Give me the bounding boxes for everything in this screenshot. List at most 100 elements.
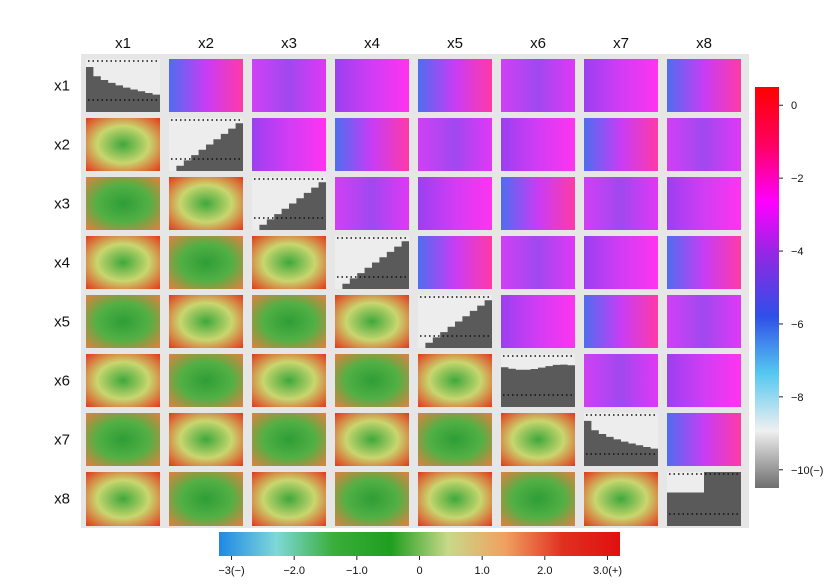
lower-panel-x5-x4 — [335, 295, 409, 348]
bottom-colorbar: −3(−) −2.0 −1.0 0 1.0 2.0 3.0(+) — [218, 532, 622, 577]
lower-panel-x3-x2 — [169, 177, 243, 230]
lower-panel-x7-x6 — [501, 413, 575, 466]
upper-panel-x3-x7 — [584, 177, 658, 230]
row-label-x1: x1 — [54, 78, 70, 95]
upper-panel-x1-x8 — [667, 59, 741, 112]
bottom-colorbar-tick-label: −3(−) — [218, 565, 244, 577]
lower-panel-x8-x3 — [252, 472, 326, 526]
diagonal-steps-x6 — [501, 364, 575, 407]
right-colorbar-tick-label: −4 — [791, 246, 804, 258]
bottom-colorbar-tick-label: −1.0 — [346, 565, 368, 577]
column-label-x2: x2 — [198, 35, 214, 52]
lower-panel-x8-x2 — [169, 472, 243, 526]
upper-panel-x1-x4 — [335, 59, 409, 112]
lower-panel-x7-x5 — [418, 413, 492, 466]
row-label-x5: x5 — [54, 314, 70, 331]
diagonal-steps-x4 — [335, 236, 409, 289]
diagonal-steps-x8 — [667, 472, 741, 526]
upper-panel-x2-x4 — [335, 118, 409, 171]
upper-panel-x2-x7 — [584, 118, 658, 171]
upper-panel-x5-x8 — [667, 295, 741, 348]
upper-panel-x1-x7 — [584, 59, 658, 112]
row-label-x2: x2 — [54, 137, 70, 154]
upper-panel-x3-x8 — [667, 177, 741, 230]
lower-panel-x8-x4 — [335, 472, 409, 526]
lower-panel-x6-x4 — [335, 354, 409, 407]
upper-panel-x4-x6 — [501, 236, 575, 289]
upper-panel-x1-x6 — [501, 59, 575, 112]
upper-panel-x2-x3 — [252, 118, 326, 171]
lower-panel-x7-x2 — [169, 413, 243, 466]
lower-panel-x4-x1 — [86, 236, 160, 289]
column-label-x5: x5 — [447, 35, 463, 52]
column-label-x4: x4 — [364, 35, 380, 52]
lower-panel-x5-x2 — [169, 295, 243, 348]
upper-panel-x7-x8 — [667, 413, 741, 466]
column-label-x8: x8 — [696, 35, 712, 52]
row-label-x6: x6 — [54, 373, 70, 390]
lower-panel-x7-x4 — [335, 413, 409, 466]
diagonal-steps-x3 — [252, 177, 326, 230]
lower-panel-x4-x3 — [252, 236, 326, 289]
lower-panel-x6-x2 — [169, 354, 243, 407]
lower-panel-x8-x5 — [418, 472, 492, 526]
lower-panel-x7-x3 — [252, 413, 326, 466]
column-labels: x1 x2 x3 x4 x5 x6 x7 x8 — [115, 35, 712, 52]
lower-panel-x6-x5 — [418, 354, 492, 407]
lower-panel-x7-x1 — [86, 413, 160, 466]
diagonal-steps-x1 — [86, 67, 160, 112]
upper-panel-x3-x6 — [501, 177, 575, 230]
upper-panel-x4-x8 — [667, 236, 741, 289]
row-label-x3: x3 — [54, 196, 70, 213]
lower-panel-x8-x7 — [584, 472, 658, 526]
upper-panel-x1-x2 — [169, 59, 243, 112]
upper-panel-x3-x4 — [335, 177, 409, 230]
lower-panel-x4-x2 — [169, 236, 243, 289]
bottom-colorbar-rect — [219, 532, 620, 556]
upper-panel-x2-x5 — [418, 118, 492, 171]
row-label-x4: x4 — [54, 255, 70, 272]
diagonal-steps-x7 — [584, 420, 658, 466]
upper-panel-x2-x6 — [501, 118, 575, 171]
lower-panel-x6-x1 — [86, 354, 160, 407]
right-colorbar: 0 −2 −4 −6 −8 −10(−) — [755, 87, 823, 488]
upper-panel-x1-x3 — [252, 59, 326, 112]
lower-panel-x3-x1 — [86, 177, 160, 230]
lower-panel-x8-x6 — [501, 472, 575, 526]
upper-panel-x2-x8 — [667, 118, 741, 171]
row-labels: x1 x2 x3 x4 x5 x6 x7 x8 — [54, 78, 70, 508]
bottom-colorbar-tick-label: 1.0 — [475, 565, 490, 577]
diagonal-steps-x5 — [418, 295, 492, 348]
diagonal-steps-x2 — [169, 118, 243, 171]
upper-panel-x5-x7 — [584, 295, 658, 348]
column-label-x1: x1 — [115, 35, 131, 52]
upper-panel-x6-x8 — [667, 354, 741, 407]
right-colorbar-tick-label: −2 — [791, 173, 804, 185]
bottom-colorbar-tick-label: 3.0(+) — [593, 565, 622, 577]
row-label-x7: x7 — [54, 432, 70, 449]
upper-panel-x4-x7 — [584, 236, 658, 289]
column-label-x6: x6 — [530, 35, 546, 52]
bottom-colorbar-tick-label: −2.0 — [283, 565, 305, 577]
right-colorbar-tick-label: −8 — [791, 392, 804, 404]
bottom-colorbar-tick-label: 0 — [416, 565, 422, 577]
right-colorbar-tick-label: 0 — [791, 100, 797, 112]
lower-panel-x2-x1 — [86, 118, 160, 171]
upper-panel-x4-x5 — [418, 236, 492, 289]
upper-panel-x3-x5 — [418, 177, 492, 230]
row-label-x8: x8 — [54, 491, 70, 508]
lower-panel-x5-x1 — [86, 295, 160, 348]
lower-panel-x5-x3 — [252, 295, 326, 348]
panel-grid — [86, 59, 741, 526]
upper-panel-x5-x6 — [501, 295, 575, 348]
column-label-x3: x3 — [281, 35, 297, 52]
bottom-colorbar-tick-label: 2.0 — [537, 565, 552, 577]
right-colorbar-rect — [755, 87, 779, 488]
column-label-x7: x7 — [613, 35, 629, 52]
lower-panel-x6-x3 — [252, 354, 326, 407]
right-colorbar-tick-label: −6 — [791, 319, 804, 331]
upper-panel-x1-x5 — [418, 59, 492, 112]
right-colorbar-tick-label: −10(−) — [791, 465, 823, 477]
lower-panel-x8-x1 — [86, 472, 160, 526]
